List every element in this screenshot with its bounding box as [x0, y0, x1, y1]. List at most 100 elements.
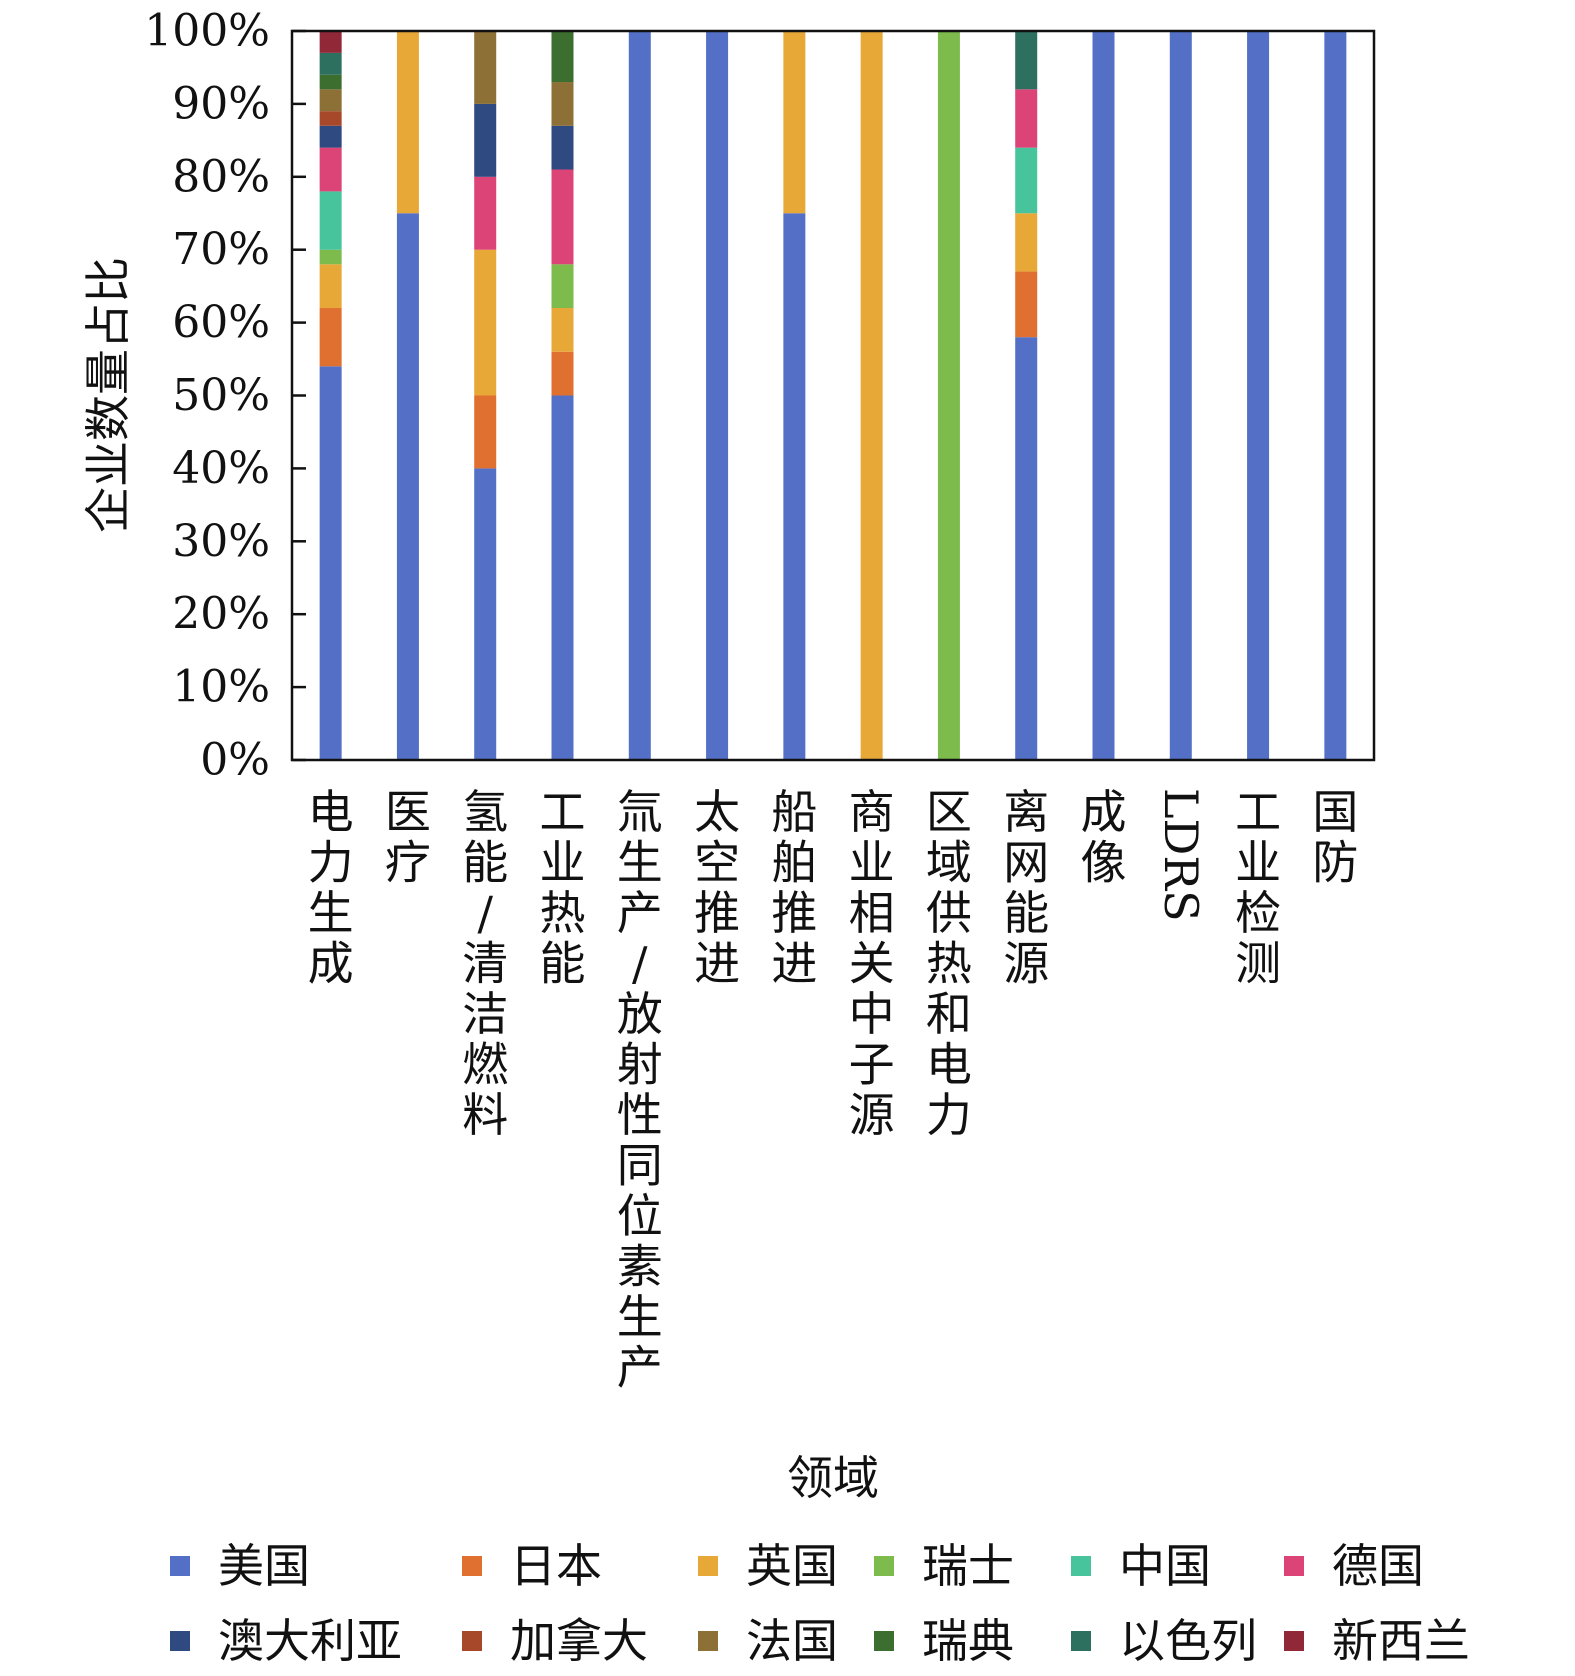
legend-swatch	[1071, 1556, 1091, 1576]
bar-segment	[1247, 31, 1270, 760]
bar-segment	[551, 395, 574, 760]
category-label: 成像	[1081, 785, 1127, 890]
bar-segment	[551, 169, 574, 265]
category-label: 工业热能	[540, 785, 586, 991]
y-tick-label: 0%	[200, 735, 270, 786]
legend-label: 瑞典	[922, 1614, 1014, 1668]
category-label: 国防	[1312, 785, 1358, 890]
category-label: LDRS	[1154, 788, 1208, 922]
bar-segment	[783, 213, 806, 760]
bar-segment	[319, 111, 342, 126]
legend-swatch	[462, 1556, 482, 1576]
bar-segment	[783, 31, 806, 214]
x-axis-title: 领域	[787, 1451, 879, 1505]
y-tick-label: 50%	[172, 370, 270, 421]
bar-segment	[319, 125, 342, 148]
bar-segment	[551, 125, 574, 170]
bar-segment	[706, 31, 729, 760]
category-label: 离网能源	[1003, 785, 1049, 991]
y-tick-label: 10%	[172, 662, 270, 713]
bar-segment	[1015, 89, 1038, 148]
y-tick-label: 70%	[172, 224, 270, 275]
category-label: 船舶推进	[771, 785, 817, 991]
y-tick-label: 100%	[144, 6, 270, 57]
category-label: 工业检测	[1235, 785, 1281, 991]
y-axis-title: 企业数量占比	[81, 257, 135, 533]
legend-label: 日本	[510, 1539, 602, 1593]
bar-segment	[474, 468, 497, 760]
y-tick-label: 20%	[172, 589, 270, 640]
bar-segment	[1015, 271, 1038, 338]
legend-label: 法国	[746, 1614, 838, 1668]
bar-segment	[1015, 337, 1038, 760]
bar-segment	[1015, 213, 1038, 272]
legend-swatch	[1284, 1631, 1304, 1651]
bar-segment	[860, 31, 883, 760]
y-tick-label: 80%	[172, 151, 270, 202]
bar-segment	[319, 308, 342, 367]
legend-label: 美国	[218, 1539, 310, 1593]
bar-segment	[551, 264, 574, 309]
bar-segment	[319, 249, 342, 265]
bar-segment	[396, 31, 419, 214]
bar-segment	[551, 31, 574, 83]
bar-segment	[319, 191, 342, 250]
bar-segment	[551, 82, 574, 126]
legend-label: 中国	[1119, 1539, 1211, 1593]
y-tick-label: 30%	[172, 516, 270, 567]
y-tick-label: 40%	[172, 443, 270, 494]
legend-swatch	[874, 1631, 894, 1651]
bar-segment	[474, 31, 497, 104]
bar-segment	[319, 89, 342, 112]
legend-swatch	[698, 1556, 718, 1576]
bar-segment	[474, 395, 497, 469]
bar-segment	[474, 176, 497, 250]
category-label: 医疗	[385, 785, 431, 890]
category-label: 太空推进	[694, 785, 740, 991]
bar-segment	[1169, 31, 1192, 760]
legend-label: 以色列	[1119, 1614, 1257, 1668]
bar-segment	[1015, 31, 1038, 90]
legend-swatch	[874, 1556, 894, 1576]
legend-label: 英国	[746, 1539, 838, 1593]
legend-label: 澳大利亚	[218, 1614, 402, 1668]
bar-segment	[474, 249, 497, 396]
legend-label: 瑞士	[922, 1539, 1014, 1593]
plot-frame	[290, 29, 1376, 762]
bar-segment	[474, 103, 497, 177]
bar-segment	[319, 264, 342, 309]
bar-segment	[1324, 31, 1347, 760]
category-label: 商业相关中子源	[849, 785, 895, 1142]
bar-segment	[319, 74, 342, 90]
category-label: 氢能/清洁燃料	[462, 785, 508, 1142]
bars-group	[319, 31, 1347, 760]
legend-label: 德国	[1332, 1539, 1424, 1593]
legend-swatch	[462, 1631, 482, 1651]
category-label: 电力生成	[308, 785, 354, 991]
legend-swatch	[170, 1631, 190, 1651]
legend-swatch	[1071, 1631, 1091, 1651]
bar-segment	[396, 213, 419, 760]
bar-segment	[551, 351, 574, 396]
y-tick-label: 90%	[172, 78, 270, 129]
legend-swatch	[698, 1631, 718, 1651]
bar-segment	[551, 308, 574, 352]
bar-segment	[319, 31, 342, 53]
category-label: 区域供热和电力	[926, 785, 972, 1142]
x-axis: 电力生成医疗氢能/清洁燃料工业热能氚生产/放射性同位素生产太空推进船舶推进商业相…	[308, 785, 1359, 1395]
bar-segment	[319, 147, 342, 192]
bar-segment	[1092, 31, 1115, 760]
bar-segment	[937, 31, 960, 760]
category-label: 氚生产/放射性同位素生产	[617, 785, 663, 1395]
bar-segment	[319, 366, 342, 760]
y-axis: 0% 10% 20% 30% 40% 50% 60% 70% 80% 90% 100%	[144, 6, 306, 786]
legend-label: 新西兰	[1332, 1614, 1470, 1668]
bar-segment	[319, 52, 342, 75]
legend-swatch	[170, 1556, 190, 1576]
legend-swatch	[1284, 1556, 1304, 1576]
y-tick-label: 60%	[172, 297, 270, 348]
legend-label: 加拿大	[510, 1614, 648, 1668]
bar-segment	[628, 31, 651, 760]
